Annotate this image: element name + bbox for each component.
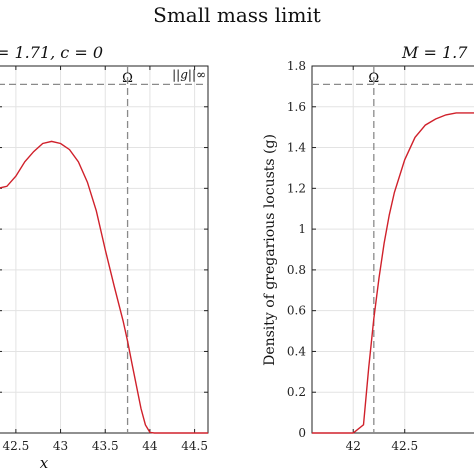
right-series — [312, 112, 474, 434]
right-xtick-label: 42 — [346, 439, 361, 453]
right-grid — [312, 65, 474, 434]
right-ytick-label: 1.6 — [287, 100, 306, 114]
right-panel-title: M = 1.7 — [401, 43, 468, 62]
right-ytick-label: 0.4 — [287, 344, 306, 358]
left-panel-title: = 1.71, c = 0 — [0, 43, 103, 62]
left-x-axis-label: x — [40, 454, 49, 472]
right-panel: M = 1.7 42 42.5 0 0.2 0.4 0.6 0.8 1 1.2 1.4 1.6 1.8… — [262, 43, 474, 453]
right-ytick-label: 1.4 — [287, 141, 306, 155]
left-panel: = 1.71, c = 0 42.5 43 43.5 44 44.5 Ω ||g||∞ … — [0, 43, 209, 472]
left-ticks: 42.5 43 43.5 44 44.5 — [0, 65, 208, 453]
left-density-series-line — [0, 140, 208, 434]
right-ytick-label: 0.8 — [287, 263, 306, 277]
right-ytick-label: 0 — [298, 426, 306, 440]
right-y-axis-label: Density of gregarious locusts (g) — [262, 134, 278, 366]
right-density-series-line — [312, 112, 474, 434]
left-xtick-label: 43 — [53, 439, 68, 453]
right-xtick-label: 42.5 — [391, 439, 418, 453]
right-ytick-label: 1.8 — [287, 59, 306, 73]
right-reference-lines — [312, 66, 474, 433]
left-series — [0, 140, 208, 434]
left-xtick-label: 44.5 — [181, 439, 208, 453]
left-grid — [0, 65, 208, 434]
right-ytick-label: 1.2 — [287, 181, 306, 195]
right-ytick-label: 0.2 — [287, 385, 306, 399]
right-ytick-label: 0.6 — [287, 304, 306, 318]
left-omega-label: Ω — [122, 71, 133, 86]
right-axes-frame — [311, 65, 474, 434]
left-axes-frame — [0, 65, 209, 434]
right-ytick-label: 1 — [298, 222, 306, 236]
right-omega-label: Ω — [368, 71, 379, 86]
left-xtick-label: 44 — [142, 439, 158, 453]
left-reference-lines — [0, 66, 208, 433]
right-ticks: 42 42.5 0 0.2 0.4 0.6 0.8 1 1.2 1.4 1.6 1.8 — [287, 59, 418, 453]
figure-title: Small mass limit — [153, 3, 321, 27]
left-norm-label: ||g||∞ — [172, 67, 206, 81]
left-xtick-label: 43.5 — [92, 439, 119, 453]
left-xtick-label: 42.5 — [3, 439, 30, 453]
